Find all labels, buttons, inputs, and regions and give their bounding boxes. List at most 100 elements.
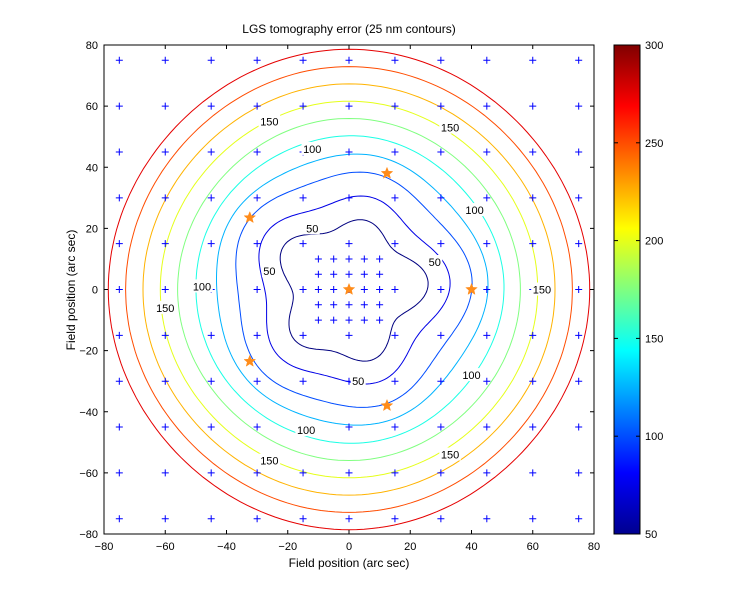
- evaluation-point-marker: [115, 56, 123, 64]
- evaluation-point-marker: [253, 515, 261, 523]
- evaluation-point-marker: [330, 255, 338, 263]
- evaluation-point-marker: [376, 316, 384, 324]
- evaluation-point-marker: [437, 331, 445, 339]
- contour-label-bg: [154, 300, 176, 314]
- evaluation-point-marker: [345, 102, 353, 110]
- evaluation-point-marker: [207, 102, 215, 110]
- contour-line-275: [107, 48, 591, 531]
- evaluation-point-marker: [575, 240, 583, 248]
- evaluation-point-marker: [376, 270, 384, 278]
- contour-line-50: [279, 219, 429, 362]
- evaluation-point-marker: [391, 331, 399, 339]
- guide-star-marker: [243, 211, 257, 224]
- evaluation-point-marker: [345, 469, 353, 477]
- evaluation-point-marker: [299, 56, 307, 64]
- contour-line-175: [177, 117, 521, 462]
- evaluation-point-marker: [161, 377, 169, 385]
- evaluation-point-marker: [207, 469, 215, 477]
- contour-labels: 50 50 50 50 100 100 100 100 100 150 150 150 150 150 15…: [154, 114, 553, 468]
- evaluation-point-marker: [437, 515, 445, 523]
- evaluation-point-marker: [161, 423, 169, 431]
- evaluation-point-marker: [161, 286, 169, 293]
- evaluation-point-marker: [253, 286, 261, 293]
- evaluation-point-marker: [391, 469, 399, 477]
- evaluation-point-marker: [376, 301, 384, 309]
- evaluation-point-marker: [207, 240, 215, 248]
- contour-label: 150: [441, 450, 459, 462]
- evaluation-point-marker: [437, 240, 445, 248]
- guide-star-marker: [380, 166, 394, 179]
- evaluation-point-marker: [330, 286, 338, 293]
- contour-label-bg: [295, 423, 317, 437]
- evaluation-point-marker: [483, 102, 491, 110]
- evaluation-point-marker: [115, 469, 123, 477]
- evaluation-point-marker: [115, 148, 123, 156]
- contour-label: 100: [297, 425, 315, 437]
- evaluation-point-marker: [575, 423, 583, 431]
- evaluation-point-marker: [115, 240, 123, 248]
- evaluation-point-marker: [437, 377, 445, 385]
- colorbar-tick-label: 250: [645, 138, 663, 150]
- evaluation-point-marker: [437, 148, 445, 156]
- evaluation-point-marker: [575, 194, 583, 202]
- evaluation-point-marker: [529, 331, 537, 339]
- x-tick-label: −20: [278, 541, 297, 553]
- evaluation-point-marker: [299, 102, 307, 110]
- contour-label-bg: [427, 254, 443, 268]
- contour-line-75: [258, 195, 451, 385]
- evaluation-point-marker: [575, 148, 583, 156]
- evaluation-point-marker: [483, 240, 491, 248]
- evaluation-point-marker: [345, 316, 353, 324]
- y-tick-label: 80: [86, 40, 98, 52]
- evaluation-point-marker: [391, 56, 399, 64]
- contour-line-100: [235, 171, 473, 408]
- evaluation-point-marker: [391, 102, 399, 110]
- evaluation-point-marker: [314, 301, 322, 309]
- contour-label-bg: [439, 120, 461, 134]
- evaluation-point-marker: [391, 377, 399, 385]
- evaluation-point-marker: [299, 240, 307, 248]
- evaluation-point-marker: [483, 377, 491, 385]
- colorbar-tick-label: 50: [645, 529, 657, 541]
- contour-label: 50: [263, 266, 275, 278]
- evaluation-point-marker: [529, 240, 537, 248]
- evaluation-point-marker: [360, 270, 368, 278]
- evaluation-point-marker: [253, 423, 261, 431]
- evaluation-point-marker: [437, 469, 445, 477]
- evaluation-point-marker: [330, 270, 338, 278]
- evaluation-point-marker: [345, 301, 353, 309]
- evaluation-point-marker: [115, 194, 123, 202]
- contour-line-125: [216, 153, 489, 426]
- contour-label-bg: [261, 264, 277, 278]
- evaluation-point-marker: [115, 423, 123, 431]
- evaluation-point-marker: [345, 423, 353, 431]
- contour-line-250: [125, 66, 573, 513]
- evaluation-point-marker: [207, 56, 215, 64]
- colorbar-ticks: 50 100 150 200 250 300: [614, 40, 663, 541]
- evaluation-point-marker: [207, 148, 215, 156]
- evaluation-point-marker: [529, 102, 537, 110]
- evaluation-point-marker: [483, 423, 491, 431]
- evaluation-point-marker: [253, 240, 261, 248]
- contour-label: 100: [462, 370, 480, 382]
- evaluation-point-marker: [529, 515, 537, 523]
- evaluation-point-marker: [253, 102, 261, 110]
- evaluation-point-marker: [483, 148, 491, 156]
- evaluation-point-marker: [253, 331, 261, 339]
- contour-label-bg: [191, 279, 213, 293]
- evaluation-point-marker: [115, 377, 123, 385]
- evaluation-point-marker: [575, 377, 583, 385]
- evaluation-point-marker: [330, 316, 338, 324]
- chart-title: LGS tomography error (25 nm contours): [242, 22, 455, 36]
- evaluation-point-marker: [253, 377, 261, 385]
- contour-label: 100: [303, 144, 321, 156]
- evaluation-point-marker: [529, 56, 537, 64]
- contour-label-bg: [531, 282, 553, 296]
- evaluation-point-marker: [360, 316, 368, 324]
- evaluation-point-marker: [207, 331, 215, 339]
- evaluation-point-marker: [314, 286, 322, 293]
- contour-label-bg: [439, 447, 461, 461]
- evaluation-point-marker: [299, 469, 307, 477]
